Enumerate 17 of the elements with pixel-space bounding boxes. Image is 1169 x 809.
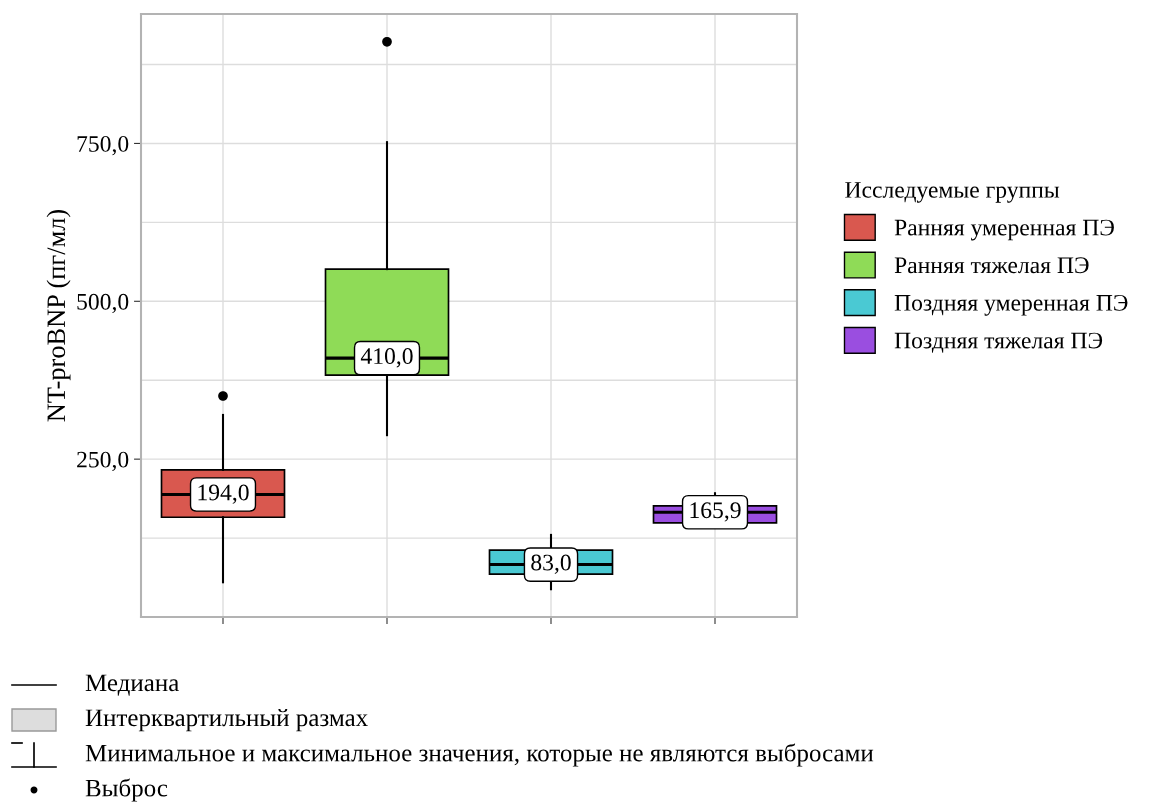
annotation: 410,0 [360, 348, 413, 368]
y-tick-label: 500,0 [77, 293, 129, 314]
text: Выброс [85, 778, 168, 802]
text: Минимальное и максимальное значения, которые не являются выбросами [85, 743, 874, 767]
legend-label: Ранняя тяжелая ПЭ [894, 257, 1089, 274]
annotation: 83,0 [531, 554, 571, 574]
text: Интерквартильный размах [85, 708, 368, 732]
legend-label: Поздняя тяжелая ПЭ [894, 332, 1103, 353]
annotation: 165,9 [690, 502, 741, 522]
y-tick-label: 750,0 [77, 135, 129, 156]
annotation: 194,0 [198, 484, 249, 504]
text: Медиана [85, 674, 179, 696]
legend-label: Поздняя умеренная ПЭ [894, 294, 1128, 316]
legend-title: Исследуемые группы [845, 182, 1060, 203]
legend-label: Ранняя умеренная ПЭ [894, 219, 1114, 241]
y-axis-title: NT-proBNP (пг/мл) [46, 209, 71, 422]
y-tick-label: 250,0 [77, 451, 129, 471]
